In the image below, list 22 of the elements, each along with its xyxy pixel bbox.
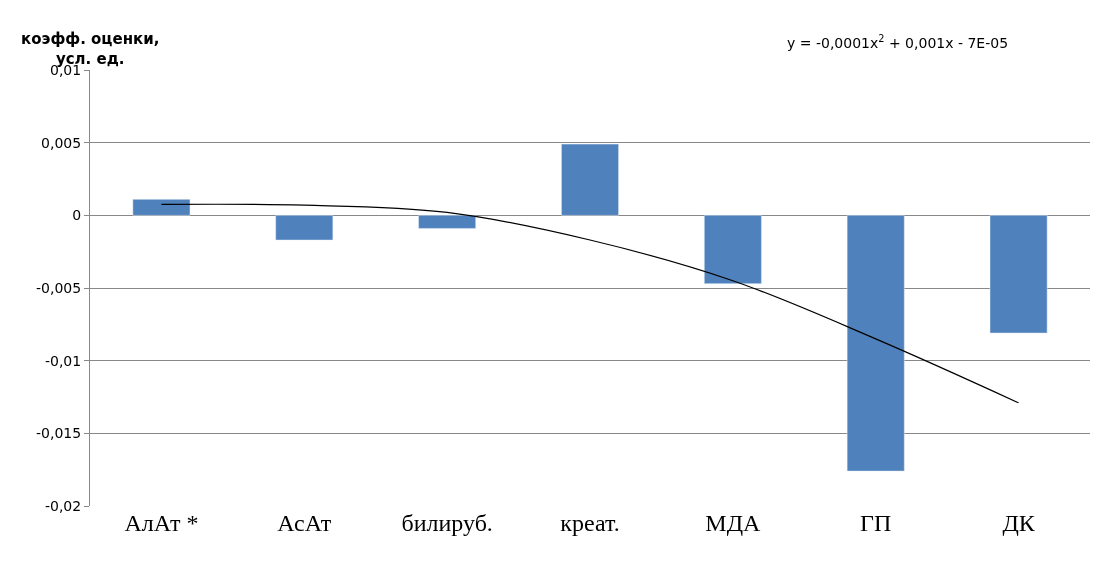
bar <box>418 215 476 229</box>
y-tick-label: -0,015 <box>36 425 82 442</box>
bar <box>561 143 619 216</box>
text: y = -0,0001x$^{2}$ + 0,001x - 7E-05 <box>787 33 1009 51</box>
bar <box>989 215 1048 334</box>
y-tick-label: -0,005 <box>36 279 82 296</box>
bar <box>846 215 905 472</box>
x-tick-label: АлАт * <box>124 510 199 536</box>
bar <box>132 199 191 216</box>
x-tick-label: АсАт <box>277 510 332 536</box>
bar <box>704 215 762 284</box>
x-tick-label: билируб. <box>401 510 493 536</box>
y-tick-label: 0,005 <box>41 134 82 151</box>
bar <box>275 215 334 241</box>
x-tick-label: ДК <box>1002 510 1036 536</box>
x-tick-label: ГП <box>860 510 892 536</box>
x-tick-label: креат. <box>560 510 620 536</box>
x-tick-label: МДА <box>705 510 762 536</box>
y-tick-label: -0,02 <box>44 497 82 514</box>
y-tick-label: 0 <box>72 207 82 224</box>
line-series <box>160 203 1020 404</box>
y-tick-label: -0,01 <box>44 352 82 369</box>
